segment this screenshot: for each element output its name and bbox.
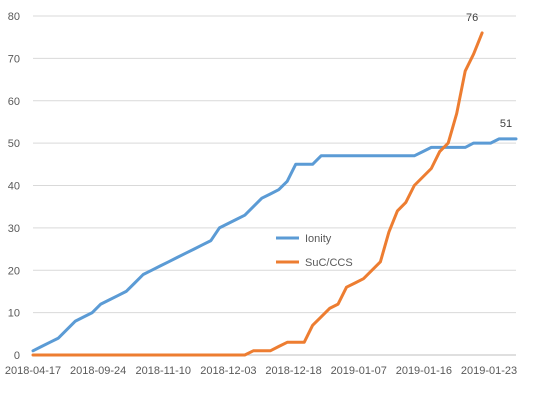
y-axis: 0 10 20 30 40 50 60 70 80 [8,11,20,362]
x-tick-label: 2019-01-07 [331,365,387,377]
legend: Ionity SuC/CCS [276,233,353,269]
x-tick-label: 2019-01-23 [461,365,517,377]
y-tick-label: 80 [8,11,20,23]
y-tick-label: 40 [8,181,20,193]
x-axis: 2018-04-17 2018-09-24 2018-11-10 2018-12-03… [5,365,517,377]
y-tick-label: 30 [8,223,20,235]
y-tick-label: 10 [8,308,20,320]
x-tick-label: 2018-11-10 [136,365,191,377]
y-tick-label: 60 [8,96,20,108]
x-tick-label: 2018-09-24 [70,365,126,377]
x-tick-label: 2018-12-03 [200,365,256,377]
data-labels: 51 76 [466,12,512,130]
y-tick-label: 0 [14,350,20,362]
series-line-suc-ccs [31,31,484,357]
series-lines [31,31,518,357]
series-line-ionity [31,137,518,353]
data-label: 51 [500,118,512,130]
x-tick-label: 2018-12-18 [265,365,321,377]
y-tick-label: 20 [8,265,20,277]
x-tick-label: 2019-01-16 [396,365,452,377]
legend-label: SuC/CCS [305,257,353,269]
x-tick-label: 2018-04-17 [5,365,61,377]
legend-label: Ionity [305,233,332,245]
data-label: 76 [466,12,478,24]
y-tick-label: 50 [8,138,20,150]
gridlines [33,15,516,356]
y-tick-label: 70 [8,53,20,65]
